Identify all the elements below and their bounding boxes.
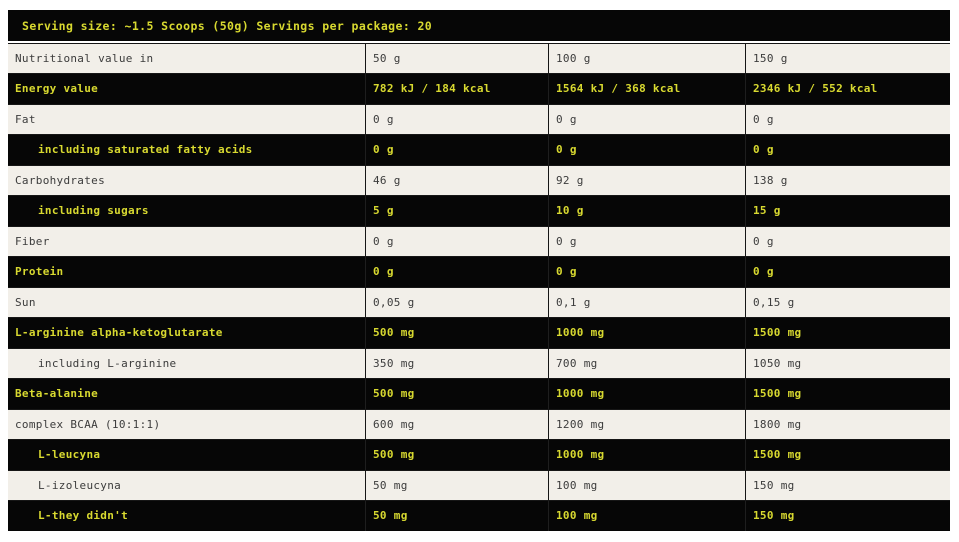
row-value-cell-50g: 5 g — [365, 195, 548, 226]
row-value-cell-150g: 150 g — [745, 44, 950, 73]
row-value-cell-150g: 1050 mg — [745, 349, 950, 378]
row-value-cell-50g: 500 mg — [365, 439, 548, 470]
row-value-cell-150g: 0 g — [745, 256, 950, 287]
row-label-cell: Fiber — [15, 234, 50, 248]
row-value-cell-100g: 0,1 g — [548, 288, 745, 317]
row-label-cell: Nutritional value in — [15, 51, 154, 65]
row-value-cell-150g: 1500 mg — [745, 378, 950, 409]
table-row: Fat 0 g 0 g 0 g — [8, 104, 950, 135]
row-value-cell-100g: 0 g — [548, 256, 745, 287]
row-value-cell-50g: 350 mg — [365, 349, 548, 378]
table-row: Sun 0,05 g 0,1 g 0,15 g — [8, 287, 950, 318]
row-value-cell-150g: 15 g — [745, 195, 950, 226]
row-value-cell-150g: 0,15 g — [745, 288, 950, 317]
row-label-cell: Energy value — [15, 82, 99, 96]
row-value-cell-100g: 100 g — [548, 44, 745, 73]
row-label-cell: L-izoleucyna — [38, 478, 122, 492]
table-row: L-izoleucyna 50 mg 100 mg 150 mg — [8, 470, 950, 501]
row-value-cell-150g: 1500 mg — [745, 317, 950, 348]
row-label-cell: Fat — [15, 112, 36, 126]
row-label-cell: L-leucyna — [38, 448, 101, 462]
table-row: including saturated fatty acids 0 g 0 g … — [8, 134, 950, 165]
table-row: L-they didn't 50 mg 100 mg 150 mg — [8, 500, 950, 531]
row-label-cell: including sugars — [38, 204, 149, 218]
row-value-cell-100g: 0 g — [548, 105, 745, 134]
row-value-cell-100g: 0 g — [548, 134, 745, 165]
row-label-cell: including saturated fatty acids — [38, 143, 253, 157]
row-label-cell: L-arginine alpha-ketoglutarate — [15, 326, 223, 340]
table-row: Fiber 0 g 0 g 0 g — [8, 226, 950, 257]
row-value-cell-50g: 782 kJ / 184 kcal — [365, 73, 548, 104]
nutrition-facts-table: Serving size: ~1.5 Scoops (50g) Servings… — [8, 10, 950, 531]
table-row: L-leucyna 500 mg 1000 mg 1500 mg — [8, 439, 950, 470]
row-value-cell-100g: 700 mg — [548, 349, 745, 378]
row-value-cell-50g: 0 g — [365, 227, 548, 256]
row-value-cell-150g: 138 g — [745, 166, 950, 195]
row-value-cell-150g: 1800 mg — [745, 410, 950, 439]
table-row: Nutritional value in 50 g 100 g 150 g — [8, 43, 950, 74]
row-label-cell: Beta-alanine — [15, 387, 99, 401]
table-row: including sugars 5 g 10 g 15 g — [8, 195, 950, 226]
row-value-cell-100g: 10 g — [548, 195, 745, 226]
row-label-cell: Sun — [15, 295, 36, 309]
row-value-cell-150g: 0 g — [745, 105, 950, 134]
serving-size-header: Serving size: ~1.5 Scoops (50g) Servings… — [8, 10, 950, 41]
row-value-cell-100g: 1564 kJ / 368 kcal — [548, 73, 745, 104]
row-value-cell-50g: 600 mg — [365, 410, 548, 439]
row-value-cell-50g: 0,05 g — [365, 288, 548, 317]
row-label-cell: Carbohydrates — [15, 173, 105, 187]
table-row: complex BCAA (10:1:1) 600 mg 1200 mg 180… — [8, 409, 950, 440]
row-value-cell-50g: 0 g — [365, 256, 548, 287]
row-value-cell-100g: 0 g — [548, 227, 745, 256]
row-value-cell-50g: 0 g — [365, 105, 548, 134]
row-value-cell-50g: 50 mg — [365, 500, 548, 531]
row-value-cell-50g: 0 g — [365, 134, 548, 165]
row-value-cell-150g: 2346 kJ / 552 kcal — [745, 73, 950, 104]
row-value-cell-100g: 100 mg — [548, 471, 745, 500]
table-row: Carbohydrates 46 g 92 g 138 g — [8, 165, 950, 196]
table-row: Protein 0 g 0 g 0 g — [8, 256, 950, 287]
row-label-cell: L-they didn't — [38, 509, 128, 523]
row-value-cell-100g: 1200 mg — [548, 410, 745, 439]
row-label-cell: Protein — [15, 265, 64, 279]
row-value-cell-50g: 500 mg — [365, 317, 548, 348]
table-row: Beta-alanine 500 mg 1000 mg 1500 mg — [8, 378, 950, 409]
row-value-cell-150g: 1500 mg — [745, 439, 950, 470]
row-value-cell-100g: 100 mg — [548, 500, 745, 531]
row-value-cell-150g: 0 g — [745, 227, 950, 256]
row-label-cell: complex BCAA (10:1:1) — [15, 417, 161, 431]
row-value-cell-100g: 1000 mg — [548, 439, 745, 470]
row-label-cell: including L-arginine — [38, 356, 177, 370]
table-rows-container: Nutritional value in 50 g 100 g 150 g En… — [8, 43, 950, 531]
row-value-cell-100g: 1000 mg — [548, 317, 745, 348]
table-row: L-arginine alpha-ketoglutarate 500 mg 10… — [8, 317, 950, 348]
row-value-cell-50g: 500 mg — [365, 378, 548, 409]
row-value-cell-100g: 1000 mg — [548, 378, 745, 409]
row-value-cell-50g: 46 g — [365, 166, 548, 195]
row-value-cell-100g: 92 g — [548, 166, 745, 195]
row-value-cell-50g: 50 mg — [365, 471, 548, 500]
row-value-cell-50g: 50 g — [365, 44, 548, 73]
row-value-cell-150g: 150 mg — [745, 471, 950, 500]
table-row: including L-arginine 350 mg 700 mg 1050 … — [8, 348, 950, 379]
row-value-cell-150g: 150 mg — [745, 500, 950, 531]
row-value-cell-150g: 0 g — [745, 134, 950, 165]
table-row: Energy value 782 kJ / 184 kcal 1564 kJ /… — [8, 73, 950, 104]
